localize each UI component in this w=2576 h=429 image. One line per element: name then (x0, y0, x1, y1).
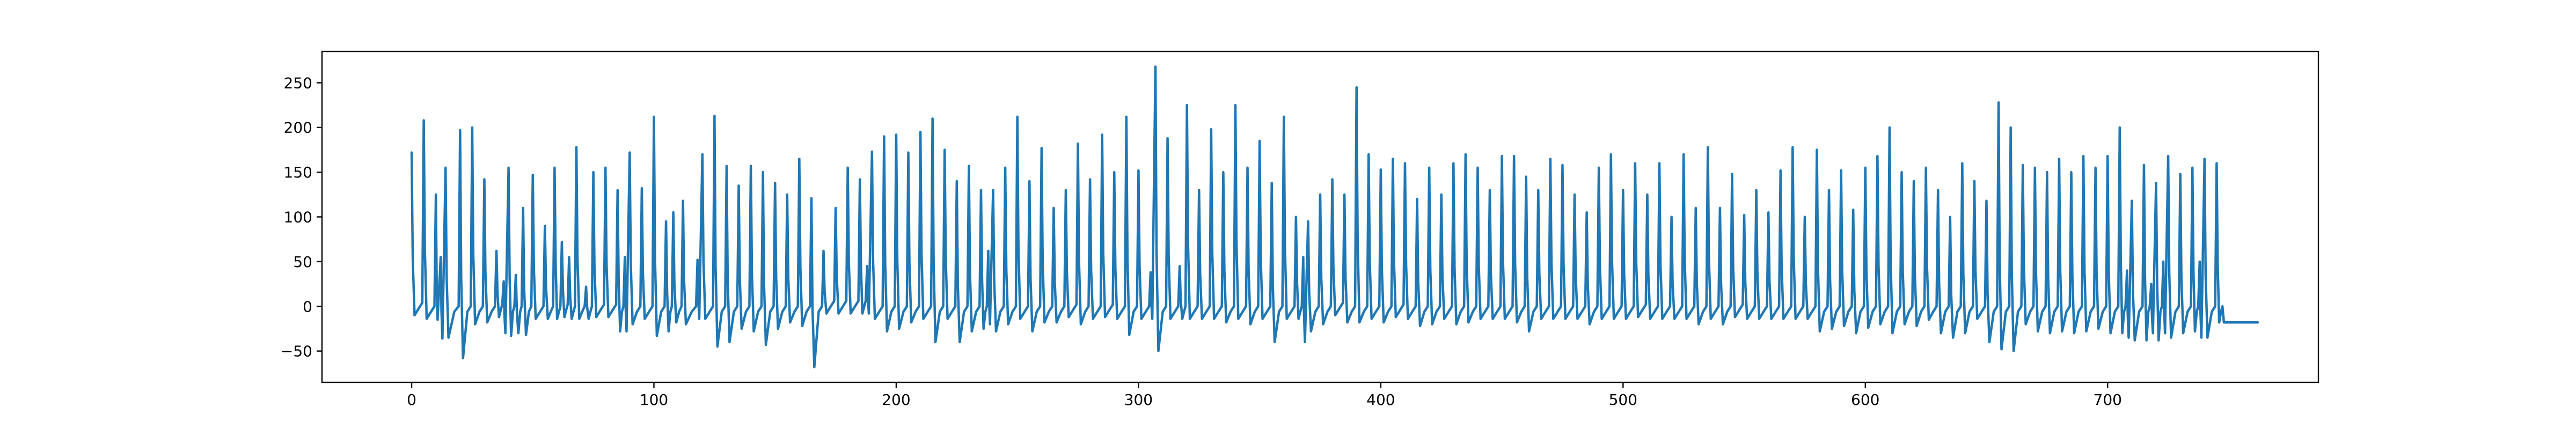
y-tick-label: 150 (284, 164, 312, 181)
series-group (410, 65, 2259, 368)
y-axis: −50 0 50 100 150 200 250 (281, 74, 322, 360)
y-tick-label: 250 (284, 74, 312, 92)
x-tick-label: 600 (1851, 391, 1879, 409)
x-tick-label: 200 (882, 391, 910, 409)
x-tick-label: 400 (1366, 391, 1395, 409)
x-axis: 0 100 200 300 400 500 600 700 (407, 382, 2122, 409)
x-tick-label: 700 (2094, 391, 2122, 409)
y-tick-label: 0 (303, 298, 312, 315)
series-line-0 (410, 65, 2259, 368)
y-tick-label: 100 (284, 209, 312, 226)
x-tick-label: 0 (407, 391, 416, 409)
x-tick-label: 100 (640, 391, 668, 409)
y-tick-label: 200 (284, 119, 312, 137)
y-tick-label: −50 (281, 343, 312, 360)
x-tick-label: 300 (1124, 391, 1153, 409)
y-tick-label: 50 (293, 253, 312, 271)
x-tick-label: 500 (1609, 391, 1637, 409)
